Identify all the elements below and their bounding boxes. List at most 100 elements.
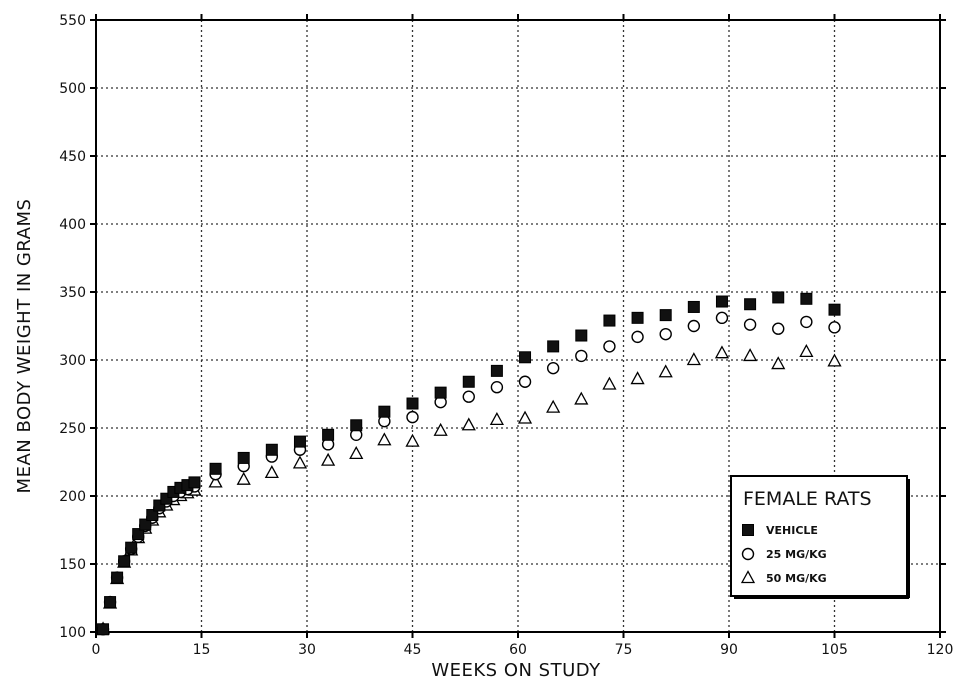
data-point [462,375,475,388]
data-point [575,349,588,363]
data-point [517,410,533,424]
data-point [827,353,842,367]
data-point [658,364,673,378]
data-point [406,410,419,424]
data-point [772,322,785,335]
y-tick-label: 550 [59,13,86,29]
data-points [95,291,842,636]
data-point [264,465,279,479]
data-point [462,390,475,403]
data-point [687,319,701,333]
legend-label: VEHICLE [766,524,818,537]
data-point [434,386,447,399]
legend-box [730,475,908,597]
data-point [349,445,364,459]
data-point [687,300,700,313]
x-tick-label: 105 [821,642,848,658]
data-point [489,411,504,425]
data-point [631,311,644,324]
data-point [139,518,152,531]
data-point [744,298,757,311]
y-tick-label: 500 [59,81,86,97]
x-tick-label: 60 [509,642,527,658]
data-point [160,492,173,505]
data-point [828,321,841,334]
y-tick-label: 200 [59,489,86,505]
data-point [519,351,532,364]
data-point [715,295,728,308]
data-point [125,541,138,554]
x-tick-label: 0 [92,642,101,658]
x-tick-label: 30 [298,642,316,658]
data-point [132,528,145,541]
data-point [743,318,757,331]
data-point [630,371,645,385]
data-point [292,455,308,469]
legend-marker [741,547,755,561]
data-point [378,405,391,418]
data-point [490,364,503,377]
data-point [574,391,589,405]
data-point [111,571,124,584]
data-point [188,476,201,489]
legend-items: VEHICLE 25 MG/KG 50 MG/KG [740,524,827,585]
data-point [659,327,672,341]
data-point [490,381,504,394]
x-tick-label: 45 [404,642,422,658]
legend-title: FEMALE RATS [743,488,872,510]
y-tick-label: 250 [59,421,86,437]
data-point [293,435,306,448]
data-point [828,303,841,316]
y-tick-label: 100 [59,625,86,641]
data-point [518,375,532,388]
data-point [153,499,166,512]
data-point [631,330,644,344]
data-point [659,309,672,322]
data-point [714,345,730,359]
data-point [377,432,392,446]
y-tick-label: 300 [59,353,86,369]
x-tick-label: 75 [615,642,633,658]
data-point [715,311,729,325]
data-point [799,343,814,357]
axis-ticks: 0 15 30 45 60 75 90 105 120 100 150 200 250 300 350 400… [59,13,953,658]
data-point [686,352,701,366]
data-point [350,419,363,432]
data-point [546,361,560,375]
series-vehicle [97,291,841,636]
data-point [322,428,335,441]
data-point [146,509,159,522]
data-point [800,315,813,329]
data-point [209,462,222,475]
legend-marker [742,524,754,536]
data-point [575,329,588,342]
x-tick-label: 90 [720,642,738,658]
y-axis-title: MEAN BODY WEIGHT IN GRAMS [14,199,35,494]
data-point [433,422,448,436]
data-point [118,555,131,568]
data-point [602,376,617,390]
data-point [321,452,336,466]
data-point [265,443,278,456]
data-point [97,623,110,636]
x-axis-title: WEEKS ON STUDY [431,660,601,681]
data-point [800,292,813,305]
data-point [772,291,785,304]
data-point [461,417,476,431]
y-tick-label: 150 [59,557,86,573]
data-point [547,340,560,353]
legend: FEMALE RATS VEHICLE 25 MG/KG 50 MG/KG [730,475,910,599]
x-tick-label: 120 [927,642,954,658]
y-tick-label: 400 [59,217,86,233]
data-point [237,451,250,464]
legend-marker [740,570,756,584]
data-point [236,471,251,485]
data-point [406,397,419,410]
data-point [104,596,117,609]
data-point [208,474,223,488]
legend-label: 50 MG/KG [766,572,827,585]
data-point [546,399,561,413]
data-point [405,433,420,447]
